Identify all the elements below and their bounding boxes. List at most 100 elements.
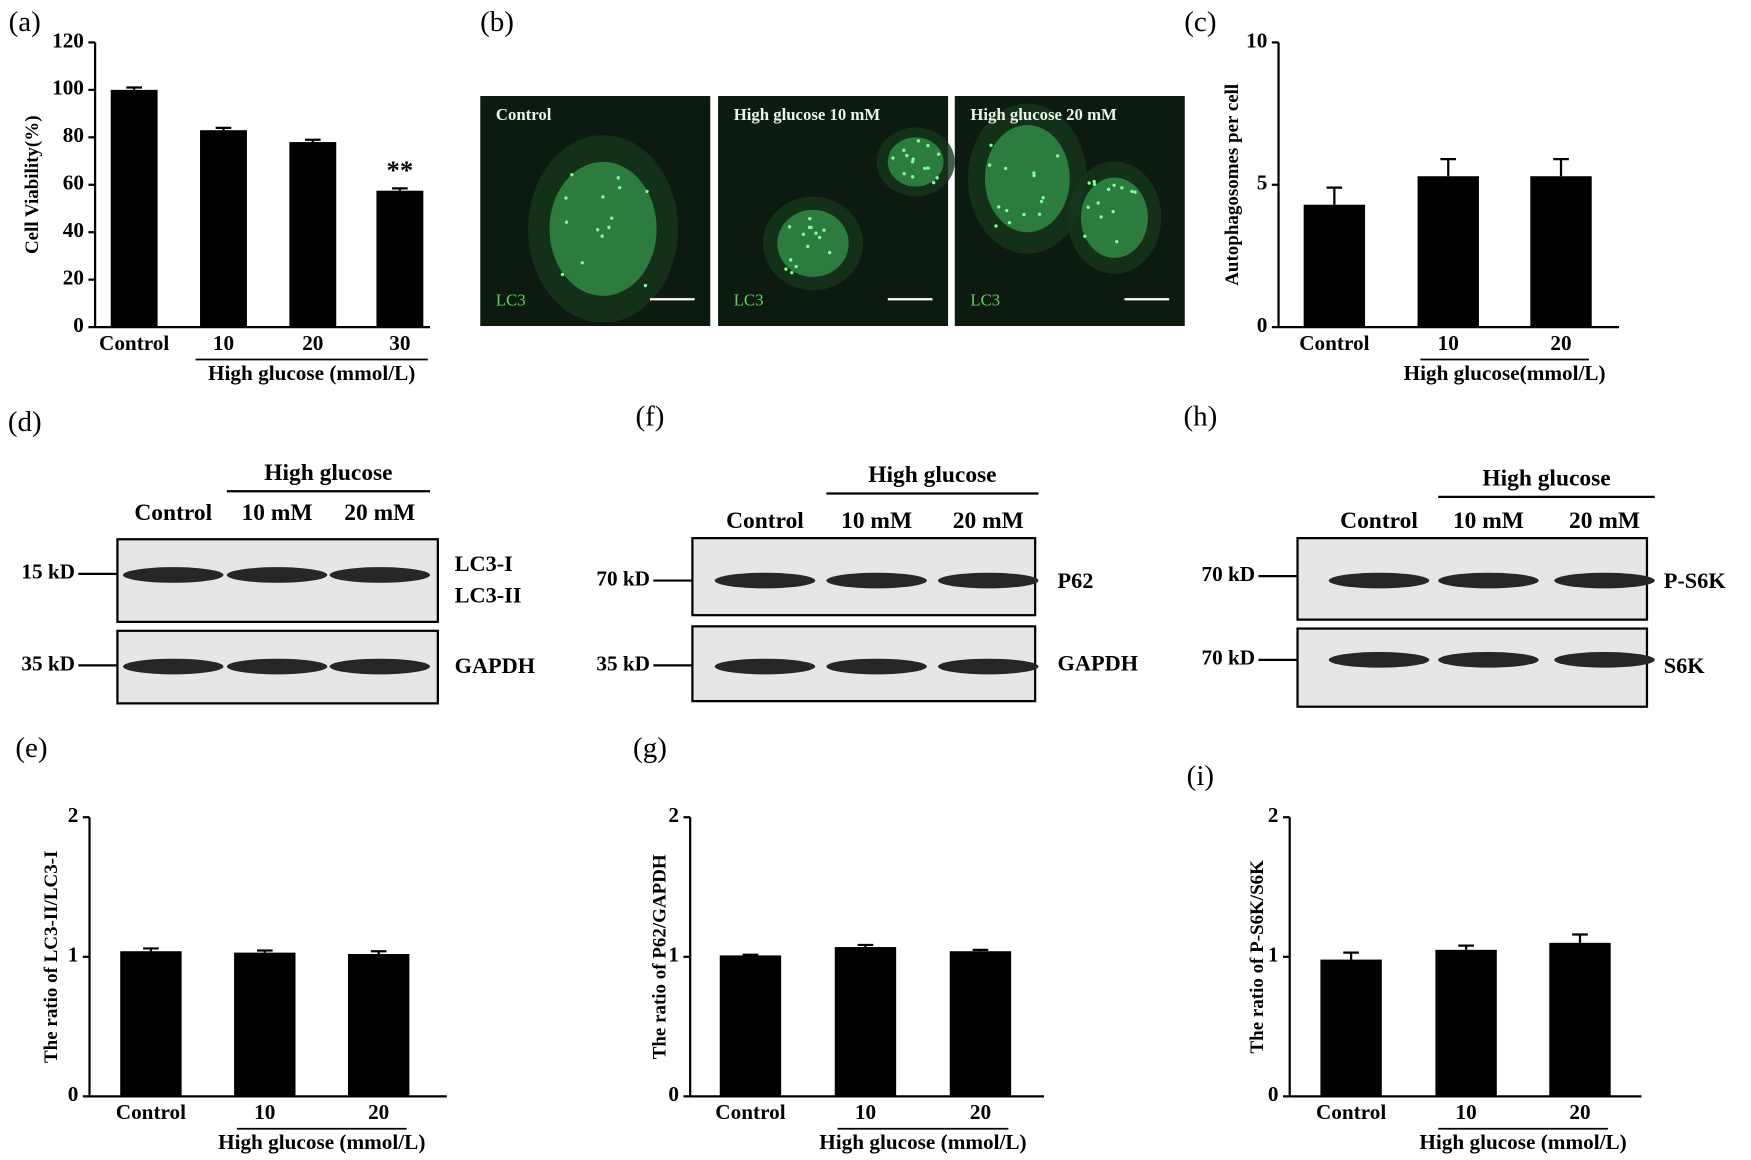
y-tick-label: 0 [68, 1082, 79, 1106]
puncta [1003, 166, 1008, 171]
puncta [923, 166, 927, 171]
x-tick-label: 20 [302, 331, 323, 355]
x-tick-label: 10 [1456, 1100, 1477, 1124]
panel-label: (f) [635, 400, 664, 432]
puncta [814, 231, 818, 235]
x-tick-label: Control [99, 331, 169, 355]
x-tick-label: 30 [389, 331, 410, 355]
lane-label: 10 mM [841, 508, 912, 534]
y-axis-label: The ratio of P-S6K/S6K [1247, 860, 1268, 1054]
bar [200, 130, 247, 328]
panel-label: (b) [480, 6, 514, 38]
cell [777, 209, 849, 277]
blot-label: P-S6K [1664, 568, 1727, 593]
annotation: ** [386, 155, 413, 185]
blot [1296, 627, 1649, 708]
band [329, 658, 431, 675]
puncta [1130, 189, 1134, 194]
error-bar [256, 949, 273, 953]
puncta [822, 228, 826, 232]
error-bar [1553, 158, 1569, 177]
band [123, 658, 224, 675]
error-bar [1440, 158, 1457, 177]
blot-header: High glucose [868, 462, 996, 488]
bar [1320, 959, 1382, 1097]
error-bar [370, 950, 387, 955]
puncta [1005, 208, 1009, 213]
error-bar [1572, 933, 1588, 943]
puncta [936, 152, 941, 156]
marker-label: 35 kD [21, 651, 75, 675]
bar [110, 89, 158, 328]
puncta [902, 172, 906, 176]
band [938, 658, 1039, 675]
y-tick-label: 80 [63, 123, 84, 147]
error-bar [972, 948, 989, 952]
marker-label: 15 kD [21, 560, 75, 584]
y-tick-label: 2 [68, 803, 79, 827]
bar [1417, 176, 1479, 328]
cell [887, 137, 944, 187]
group-label: High glucose (mmol/L) [1419, 1130, 1626, 1154]
band [938, 572, 1039, 589]
band [123, 567, 224, 583]
puncta [1092, 182, 1097, 186]
group-label: High glucose (mmol/L) [218, 1130, 425, 1154]
bar [120, 951, 182, 1097]
puncta [1087, 181, 1091, 185]
bar [834, 947, 897, 1097]
y-tick-label: 1 [68, 943, 79, 967]
puncta [1041, 196, 1045, 200]
band [329, 567, 431, 583]
error-bar [857, 943, 874, 948]
error-bar [126, 86, 142, 90]
x-tick-label: Control [715, 1100, 785, 1124]
puncta [910, 175, 915, 179]
micrograph: High glucose 20 mM LC3 [954, 96, 1185, 327]
bar [234, 952, 296, 1097]
puncta [617, 185, 622, 190]
blot-label: LC3-I [455, 551, 513, 576]
puncta [595, 227, 600, 232]
panel-label: (i) [1187, 760, 1214, 792]
band [226, 658, 328, 675]
puncta [784, 267, 788, 271]
x-tick-label: Control [1299, 331, 1369, 355]
puncta [1055, 154, 1060, 158]
y-tick-label: 1 [668, 943, 679, 967]
blot-label: LC3-II [455, 582, 522, 607]
puncta [989, 143, 993, 147]
band [226, 567, 328, 583]
puncta [1114, 239, 1119, 244]
puncta [787, 225, 792, 229]
lane-label: 10 mM [1453, 508, 1524, 534]
x-tick-label: Control [116, 1100, 186, 1124]
puncta [789, 258, 793, 262]
puncta [645, 189, 649, 194]
blot-label: GAPDH [1057, 651, 1138, 676]
micrograph-label: High glucose 10 mM [734, 105, 881, 124]
band [714, 658, 816, 675]
puncta [935, 176, 939, 180]
y-tick-label: 10 [1246, 28, 1267, 52]
lane-label: Control [1340, 508, 1418, 534]
x-tick-label: 20 [1550, 331, 1571, 355]
band [714, 572, 816, 589]
puncta [817, 235, 822, 240]
error-bar [742, 953, 759, 956]
puncta [1032, 173, 1036, 178]
micrograph: High glucose 10 mM LC3 [718, 96, 955, 327]
puncta [1037, 212, 1042, 216]
panel-label: (c) [1184, 6, 1216, 38]
marker-label: 70 kD [596, 566, 650, 590]
puncta [1022, 212, 1026, 217]
x-tick-label: 20 [970, 1100, 991, 1124]
y-tick-label: 1 [1268, 943, 1279, 967]
puncta [1086, 205, 1090, 209]
band [826, 572, 927, 589]
y-tick-label: 60 [63, 171, 84, 195]
puncta [1007, 220, 1012, 225]
lane-label: 20 mM [953, 508, 1024, 534]
blot-header: High glucose [264, 460, 392, 486]
